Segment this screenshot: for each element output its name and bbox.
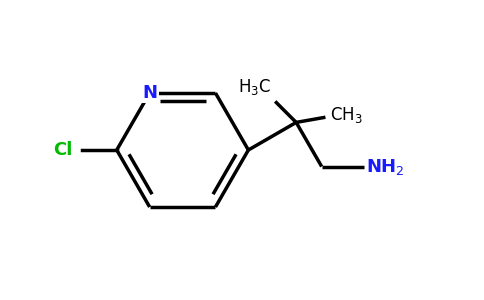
Text: N: N (142, 84, 157, 102)
Text: NH$_2$: NH$_2$ (366, 157, 405, 176)
Text: Cl: Cl (53, 141, 72, 159)
Text: H$_3$C: H$_3$C (238, 77, 271, 97)
Text: CH$_3$: CH$_3$ (330, 105, 363, 125)
